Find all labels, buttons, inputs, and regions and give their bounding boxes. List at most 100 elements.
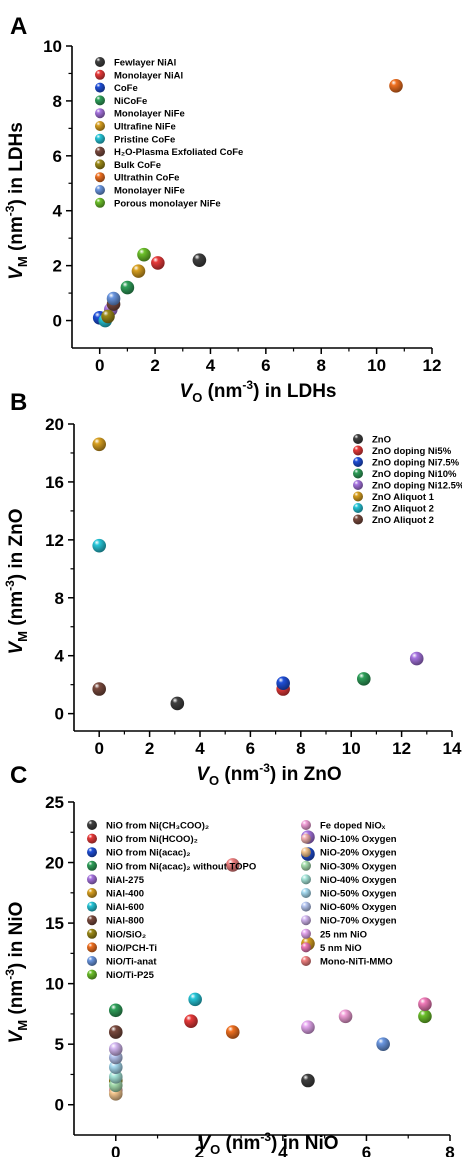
data-point (106, 291, 121, 306)
legend-label: NiO-40% Oxygen (320, 875, 397, 886)
legend-marker (95, 172, 105, 183)
x-tick-label: 12 (392, 739, 411, 758)
legend-marker (301, 901, 311, 912)
x-tick-label: 8 (445, 1143, 454, 1157)
data-point (120, 280, 135, 295)
legend-label: NiAl-400 (106, 889, 144, 900)
legend-marker (95, 95, 105, 106)
legend-label: 25 nm NiO (320, 929, 367, 940)
panel-B: B 0 2 4 6 8 10 12 14 0 4 8 12 16 20 VO (nm-3) in ZnO VM … (3, 389, 462, 788)
legend-marker (301, 820, 311, 830)
legend-marker (95, 146, 105, 157)
legend-marker (87, 928, 97, 939)
legend-marker (87, 901, 97, 912)
x-tick-label: 10 (342, 739, 361, 758)
y-tick-label: 2 (53, 257, 62, 276)
x-axis-label: VO (nm-3) in NiO (197, 1130, 338, 1157)
legend-marker (95, 108, 105, 119)
legend-marker (95, 57, 105, 67)
y-tick-label: 10 (43, 37, 62, 56)
panel-label-A: A (10, 13, 27, 40)
data-point (357, 672, 371, 686)
data-point (418, 1009, 432, 1024)
y-tick-label: 0 (55, 1096, 64, 1115)
data-point (92, 538, 106, 553)
x-tick-label: 2 (145, 739, 154, 758)
data-point (137, 247, 151, 262)
data-point (389, 79, 403, 93)
x-tick-label: 2 (195, 1143, 204, 1157)
data-point (376, 1037, 390, 1051)
legend-label: NiAl-800 (106, 916, 144, 927)
legend-marker (301, 847, 311, 858)
x-tick-label: 4 (278, 1143, 288, 1157)
legend-marker (353, 503, 363, 513)
legend-label: CoFe (114, 83, 138, 94)
x-tick-label: 12 (423, 356, 442, 375)
legend-marker (87, 969, 97, 980)
x-tick-label: 6 (362, 1143, 371, 1157)
legend-label: ZnO doping Ni12.5% (372, 481, 462, 492)
legend-marker (353, 445, 363, 456)
data-point (192, 253, 207, 267)
legend-marker (95, 82, 105, 93)
legend-label: Fewlayer NiAl (114, 58, 176, 69)
data-point (108, 1025, 123, 1039)
y-tick-label: 8 (53, 92, 62, 111)
y-tick-label: 20 (45, 415, 64, 434)
x-tick-label: 8 (296, 739, 305, 758)
legend-label: NiO/SiO₂ (106, 929, 146, 940)
legend-label: Bulk CoFe (114, 160, 161, 171)
legend-marker (301, 860, 311, 871)
legend-marker (87, 860, 97, 871)
legend-label: ZnO doping Ni5% (372, 446, 452, 457)
legend-marker (301, 928, 311, 939)
x-tick-label: 0 (94, 739, 103, 758)
legend-label: NiO-60% Oxygen (320, 902, 397, 913)
data-point (301, 1020, 315, 1035)
legend-label: Monolayer NiFe (114, 109, 185, 120)
data-point (108, 1003, 123, 1018)
legend-marker (95, 121, 105, 131)
legend-label: ZnO Aliquot 2 (372, 515, 434, 526)
data-point (170, 696, 185, 711)
legend-marker (301, 956, 311, 966)
legend-label: NiO from Ni(CH₃COO)₂ (106, 821, 209, 832)
legend-label: NiO-50% Oxygen (320, 889, 397, 900)
legend-label: H₂O-Plasma Exfoliated CoFe (114, 147, 243, 158)
y-tick-label: 25 (45, 793, 64, 812)
legend-label: NiO-10% Oxygen (320, 834, 397, 845)
legend-marker (87, 915, 97, 926)
legend-marker (95, 197, 105, 208)
y-tick-label: 0 (53, 312, 62, 331)
legend-marker (301, 915, 311, 926)
y-tick-label: 6 (53, 147, 62, 166)
panel-label-B: B (10, 389, 27, 416)
legend-marker (87, 942, 97, 953)
legend-marker (95, 159, 105, 170)
legend-marker (95, 69, 105, 80)
data-point (409, 651, 424, 666)
x-tick-label: 6 (261, 356, 270, 375)
legend-marker (87, 820, 97, 830)
legend-label: ZnO Aliquot 2 (372, 504, 434, 515)
x-tick-label: 6 (246, 739, 255, 758)
legend-marker (353, 491, 363, 502)
data-point (92, 682, 106, 696)
legend-marker (353, 468, 363, 479)
legend-label: ZnO (372, 435, 391, 446)
data-point (276, 676, 290, 691)
legend-marker (301, 874, 311, 885)
data-point (225, 858, 240, 872)
legend-label: NiAl-600 (106, 902, 144, 913)
legend-label: Monolayer NiFe (114, 186, 185, 197)
y-tick-label: 12 (45, 531, 64, 550)
data-point (101, 309, 115, 324)
x-tick-label: 10 (367, 356, 386, 375)
legend-marker (301, 888, 311, 898)
legend-marker (353, 457, 363, 467)
legend-label: Pristine CoFe (114, 134, 175, 145)
legend-label: NiO/Ti-anat (106, 957, 157, 968)
x-axis-label: VO (nm-3) in ZnO (196, 761, 341, 788)
